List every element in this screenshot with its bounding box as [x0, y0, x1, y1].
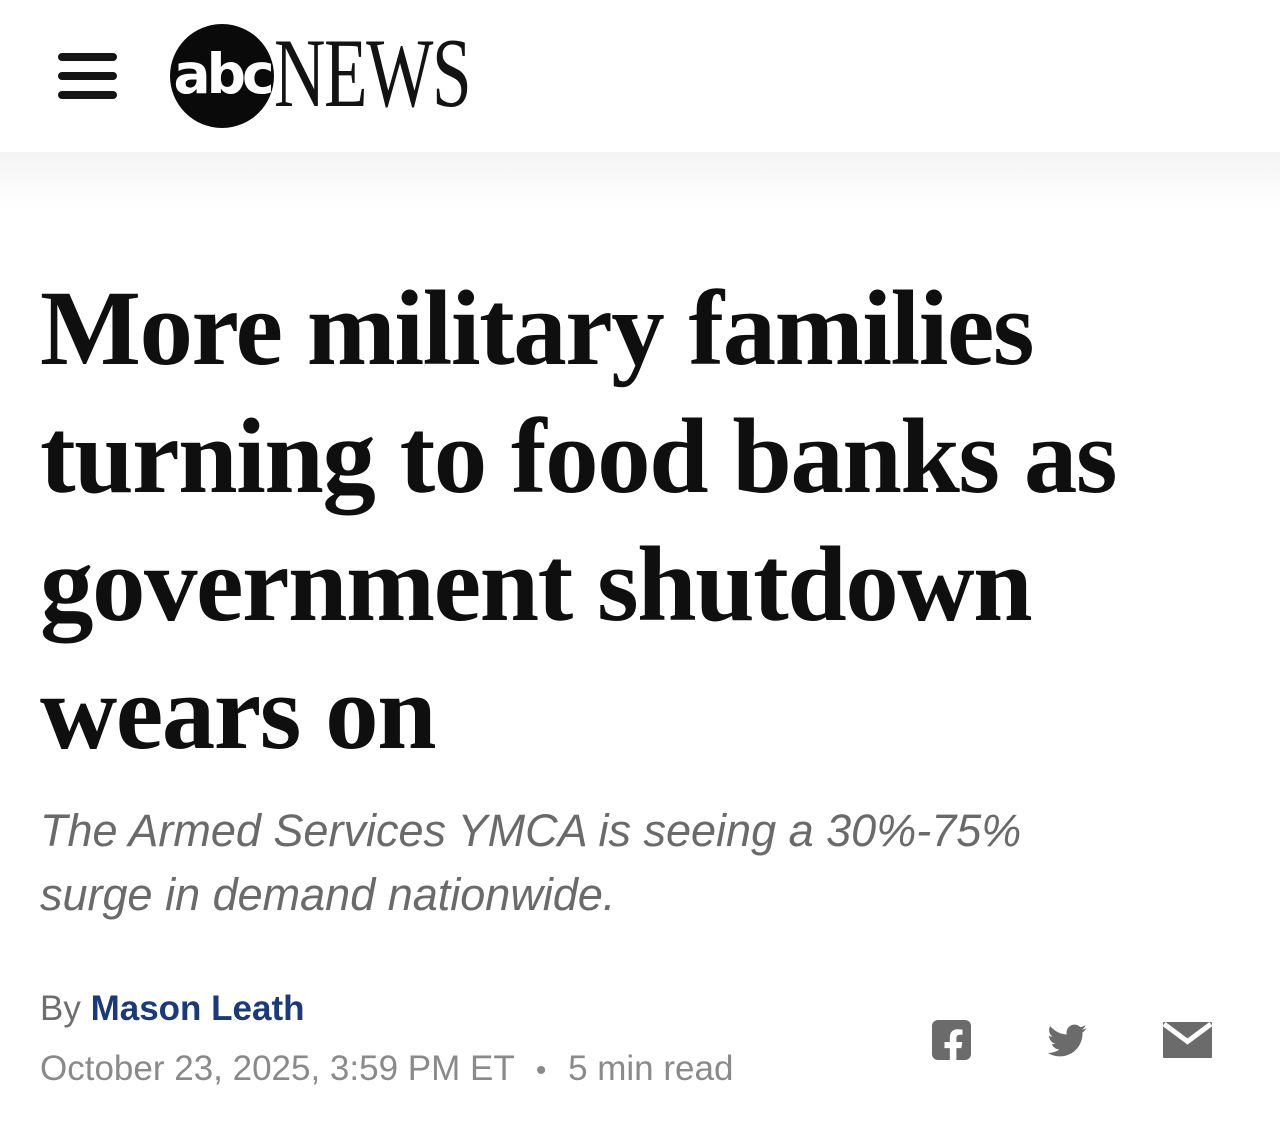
hamburger-bar — [58, 91, 117, 99]
byline: By Mason Leath — [40, 987, 733, 1031]
abc-logo-circle-icon: abc — [170, 24, 275, 128]
abc-logo-text: abc — [173, 41, 274, 106]
article-headline: More military families turning to food b… — [40, 265, 1240, 777]
header-divider-strip — [0, 152, 1280, 209]
twitter-icon[interactable] — [1043, 1021, 1091, 1060]
hamburger-bar — [58, 72, 117, 80]
header: abc NEWS — [0, 0, 1280, 152]
subheadline-line: The Armed Services YMCA is seeing a 30%-… — [40, 805, 1022, 856]
read-time: 5 min read — [568, 1049, 734, 1088]
date-line: October 23, 2025, 3:59 PM ET • 5 min rea… — [40, 1047, 733, 1093]
subheadline-line: surge in demand nationwide. — [40, 869, 616, 920]
byline-block: By Mason Leath October 23, 2025, 3:59 PM… — [40, 987, 733, 1093]
article-body: More military families turning to food b… — [0, 265, 1280, 1093]
facebook-icon[interactable] — [932, 1020, 971, 1063]
share-icons — [932, 1020, 1213, 1063]
hamburger-bar — [58, 53, 117, 61]
byline-row: By Mason Leath October 23, 2025, 3:59 PM… — [40, 987, 1240, 1093]
publish-date: October 23, 2025, 3:59 PM ET — [40, 1049, 515, 1088]
headline-line: wears on — [40, 654, 437, 772]
abc-news-logo[interactable]: abc NEWS — [170, 24, 546, 128]
bullet-separator: • — [535, 1054, 547, 1087]
headline-line: government shutdown — [40, 526, 1033, 644]
headline-line: More military families — [40, 270, 1035, 388]
author-link[interactable]: Mason Leath — [90, 989, 305, 1028]
email-icon[interactable] — [1162, 1021, 1213, 1058]
hamburger-menu-icon[interactable] — [58, 53, 117, 99]
headline-line: turning to food banks as — [40, 398, 1117, 516]
article-subheadline: The Armed Services YMCA is seeing a 30%-… — [40, 799, 1240, 927]
news-logo-text: NEWS — [274, 18, 472, 128]
byline-prefix: By — [40, 989, 81, 1028]
